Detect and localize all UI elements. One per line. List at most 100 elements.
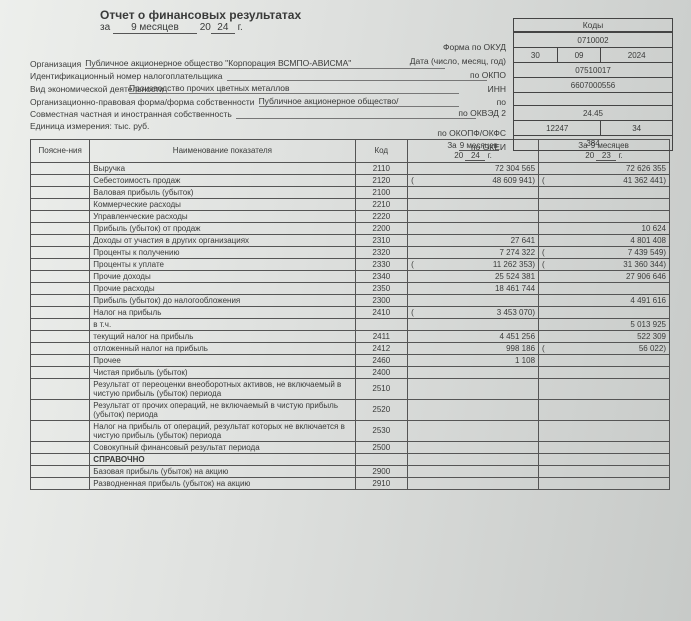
cell-v1: 25 524 381 [408, 270, 539, 282]
cell-v2: 4 801 408 [539, 234, 670, 246]
main-table: Поясне-ния Наименование показателя Код З… [30, 139, 670, 490]
table-row: Прочие доходы234025 524 38127 906 646 [31, 270, 670, 282]
table-row: Прибыль (убыток) от продаж220010 624 [31, 222, 670, 234]
cell-name: Базовая прибыль (убыток) на акцию [90, 465, 355, 477]
cell-name: Прочие расходы [90, 282, 355, 294]
cell-v2 [539, 354, 670, 366]
cell-v1: (3 453 070) [408, 306, 539, 318]
cell-code: 2411 [355, 330, 408, 342]
cell-v1 [408, 318, 539, 330]
lbl-org: Организация [30, 59, 81, 69]
cell-v1: (11 262 353) [408, 258, 539, 270]
lbl-okei: по ОКЕИ [471, 142, 506, 152]
codes-header: Коды [513, 18, 673, 32]
cell-poyasn [31, 453, 90, 465]
cell-code: 2460 [355, 354, 408, 366]
cell-v1 [408, 294, 539, 306]
cell-v1: 18 461 744 [408, 282, 539, 294]
cell-poyasn [31, 270, 90, 282]
cell-v2: 27 906 646 [539, 270, 670, 282]
table-row: Валовая прибыль (убыток)2100 [31, 186, 670, 198]
cell-name: отложенный налог на прибыль [90, 342, 355, 354]
cell-poyasn [31, 294, 90, 306]
cell-v1 [408, 186, 539, 198]
cell-v2: 10 624 [539, 222, 670, 234]
cell-code: 2900 [355, 465, 408, 477]
val-activity: Производство прочих цветных металлов [129, 83, 459, 94]
val-org: Публичное акционерное общество "Корпорац… [85, 58, 445, 69]
cell-poyasn [31, 258, 90, 270]
cell-v2: 4 491 616 [539, 294, 670, 306]
cell-code: 2310 [355, 234, 408, 246]
cell-v1 [408, 441, 539, 453]
cell-v1 [408, 477, 539, 489]
cell-code: 2100 [355, 186, 408, 198]
cell-name: Результат от прочих операций, не включае… [90, 399, 355, 420]
val-owner [236, 118, 476, 119]
lbl-owner: Совместная частная и иностранная собстве… [30, 109, 232, 119]
code-okopf2: 34 [601, 121, 673, 136]
cell-code: 2120 [355, 174, 408, 186]
cell-code: 2410 [355, 306, 408, 318]
table-row: Чистая прибыль (убыток)2400 [31, 366, 670, 378]
cell-code: 2910 [355, 477, 408, 489]
cell-v2 [539, 420, 670, 441]
code-okved: 24.45 [514, 106, 673, 121]
cell-v2: (41 362 441) [539, 174, 670, 186]
cell-v1 [408, 378, 539, 399]
cell-poyasn [31, 210, 90, 222]
cell-name: Себестоимость продаж [90, 174, 355, 186]
cell-name: Совокупный финансовый результат периода [90, 441, 355, 453]
cell-poyasn [31, 465, 90, 477]
cell-name: Результат от переоценки внеоборотных акт… [90, 378, 355, 399]
lbl-innfield: Идентификационный номер налогоплательщик… [30, 71, 223, 81]
code-okopf1: 12247 [514, 121, 601, 136]
cell-poyasn [31, 186, 90, 198]
year-g: г. [238, 22, 243, 33]
cell-v2: (56 022) [539, 342, 670, 354]
cell-v1 [408, 366, 539, 378]
lbl-date: Дата (число, месяц, год) [410, 56, 506, 66]
cell-name: Чистая прибыль (убыток) [90, 366, 355, 378]
cell-code [355, 453, 408, 465]
table-row: Результат от прочих операций, не включае… [31, 399, 670, 420]
cell-code: 2200 [355, 222, 408, 234]
cell-code: 2110 [355, 162, 408, 174]
cell-v2 [539, 198, 670, 210]
cell-name: Управленческие расходы [90, 210, 355, 222]
cell-name: Выручка [90, 162, 355, 174]
cell-code: 2530 [355, 420, 408, 441]
period-prefix: за [100, 22, 110, 33]
period-months: 9 месяцев [113, 22, 197, 34]
cell-poyasn [31, 420, 90, 441]
cell-v1: 998 186 [408, 342, 539, 354]
cell-poyasn [31, 342, 90, 354]
cell-v2 [539, 186, 670, 198]
table-row: отложенный налог на прибыль2412998 186(5… [31, 342, 670, 354]
cell-name: Валовая прибыль (убыток) [90, 186, 355, 198]
table-row: Проценты к получению23207 274 322(7 439 … [31, 246, 670, 258]
cell-poyasn [31, 222, 90, 234]
cell-code: 2340 [355, 270, 408, 282]
cell-v2 [539, 441, 670, 453]
cell-v1 [408, 465, 539, 477]
cell-v1 [408, 210, 539, 222]
codes-table: 0710002 30 09 2024 07510017 6607000556 2… [513, 32, 673, 151]
cell-name: Налог на прибыль от операций, результат … [90, 420, 355, 441]
lbl-form: Организационно-правовая форма/форма собс… [30, 97, 255, 107]
cell-v2 [539, 366, 670, 378]
cell-code: 2500 [355, 441, 408, 453]
cell-poyasn [31, 378, 90, 399]
cell-poyasn [31, 399, 90, 420]
cell-v2 [539, 210, 670, 222]
lbl-okopf: по ОКОПФ/ОКФС [437, 128, 506, 138]
cell-name: в т.ч. [90, 318, 355, 330]
cell-poyasn [31, 441, 90, 453]
table-row: Себестоимость продаж2120(48 609 941)(41 … [31, 174, 670, 186]
cell-v1: 1 108 [408, 354, 539, 366]
table-row: текущий налог на прибыль24114 451 256522… [31, 330, 670, 342]
table-row: Налог на прибыль2410(3 453 070) [31, 306, 670, 318]
val-form: Публичное акционерное общество/ [259, 96, 459, 107]
code-okud: 0710002 [514, 33, 673, 48]
cell-v2 [539, 477, 670, 489]
